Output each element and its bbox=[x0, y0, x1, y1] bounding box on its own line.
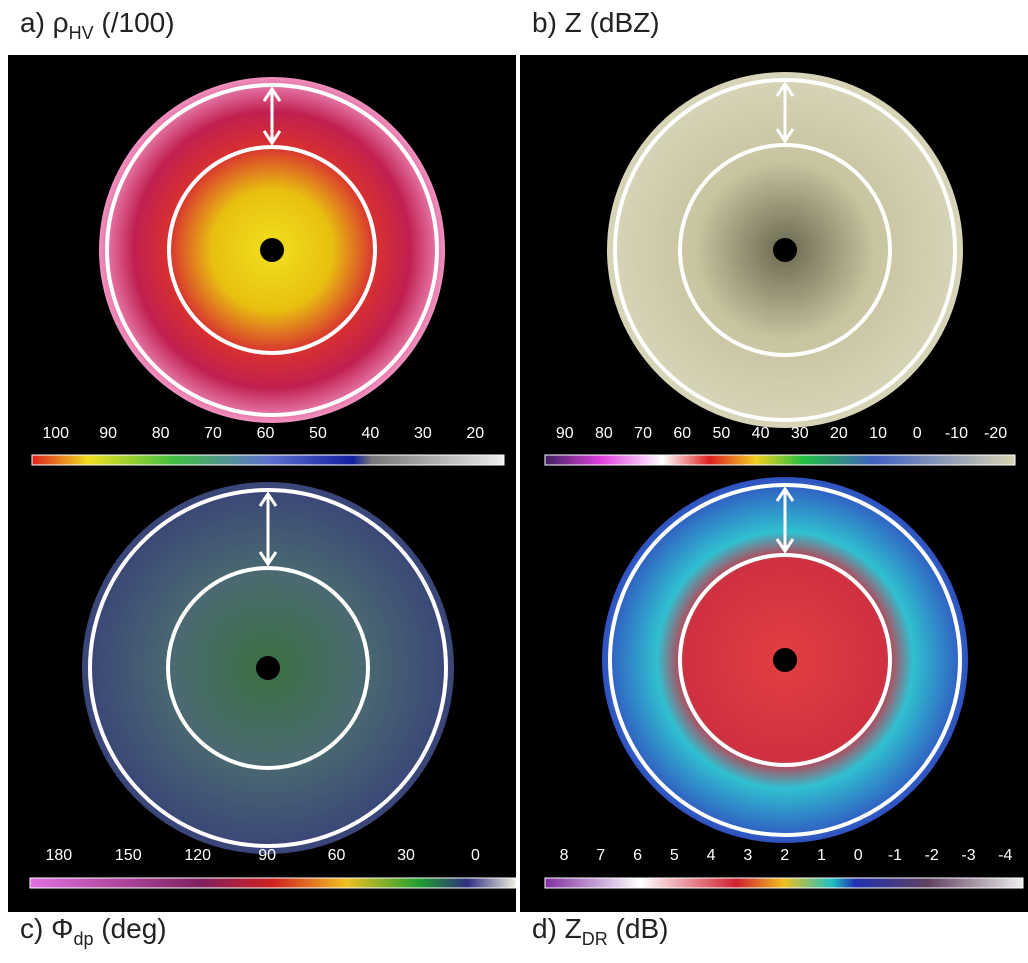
caption-prefix: b) Z (dBZ) bbox=[532, 7, 660, 38]
radar-panel: 90 80 70 60 50 40 30 20 10 0 -10 -20 b) Z (dBZ) bbox=[520, 7, 1028, 495]
colorbar-tick-label: 3 bbox=[743, 847, 752, 864]
radar-site bbox=[256, 656, 280, 680]
colorbar-tick-label: 40 bbox=[752, 425, 770, 442]
colorbar-tick-label: 70 bbox=[204, 425, 222, 442]
colorbar-tick-label: 5 bbox=[670, 847, 679, 864]
colorbar-tick-label: 40 bbox=[362, 425, 380, 442]
colorbar bbox=[545, 455, 1015, 465]
colorbar-tick-label: 30 bbox=[397, 847, 415, 864]
panel-caption: b) Z (dBZ) bbox=[532, 7, 660, 38]
caption-sub: HV bbox=[69, 23, 94, 43]
colorbar-tick-label: 100 bbox=[42, 425, 69, 442]
colorbar-tick-label: 0 bbox=[471, 847, 480, 864]
colorbar-tick-label: -3 bbox=[961, 847, 975, 864]
caption-suffix: (dB) bbox=[608, 913, 669, 944]
colorbar-tick-label: 90 bbox=[556, 425, 574, 442]
caption-prefix: c) Φ bbox=[20, 913, 73, 944]
radar-panel: 100 90 80 70 60 50 40 30 20 a) ρHV (/100) bbox=[8, 7, 516, 495]
radar-site bbox=[773, 238, 797, 262]
colorbar bbox=[30, 878, 516, 888]
caption-prefix: d) Z bbox=[532, 913, 582, 944]
caption-sub: dp bbox=[73, 929, 93, 949]
colorbar-tick-label: 90 bbox=[258, 847, 276, 864]
caption-sub: DR bbox=[582, 929, 608, 949]
colorbar-tick-label: 1 bbox=[817, 847, 826, 864]
colorbar-tick-label: 30 bbox=[791, 425, 809, 442]
colorbar-tick-label: 20 bbox=[830, 425, 848, 442]
colorbar-tick-label: -4 bbox=[998, 847, 1012, 864]
colorbar bbox=[32, 455, 504, 465]
colorbar-tick-label: 0 bbox=[854, 847, 863, 864]
radar-site bbox=[773, 648, 797, 672]
colorbar-tick-label: -2 bbox=[925, 847, 939, 864]
colorbar-tick-label: -10 bbox=[945, 425, 968, 442]
panel-caption: d) ZDR (dB) bbox=[532, 913, 668, 949]
colorbar-tick-label: 4 bbox=[707, 847, 716, 864]
colorbar-tick-label: -20 bbox=[984, 425, 1007, 442]
colorbar-tick-label: 60 bbox=[673, 425, 691, 442]
colorbar-tick-label: 120 bbox=[184, 847, 211, 864]
caption-suffix: (deg) bbox=[93, 913, 166, 944]
colorbar-tick-label: 70 bbox=[634, 425, 652, 442]
radar-panel: 180 150 120 90 60 30 0 c) Φdp (deg) bbox=[8, 472, 516, 949]
colorbar-tick-label: 80 bbox=[595, 425, 613, 442]
panel-caption: c) Φdp (deg) bbox=[20, 913, 167, 949]
colorbar-tick-label: 8 bbox=[560, 847, 569, 864]
colorbar-tick-label: 10 bbox=[869, 425, 887, 442]
figure: 1009080706050403020a) ρHV (/100)90807060… bbox=[0, 0, 1028, 958]
colorbar-tick-label: 30 bbox=[414, 425, 432, 442]
colorbar-tick-label: 50 bbox=[713, 425, 731, 442]
colorbar-tick-label: 6 bbox=[633, 847, 642, 864]
colorbar-tick-label: 180 bbox=[45, 847, 72, 864]
colorbar-tick-label: 2 bbox=[780, 847, 789, 864]
colorbar-tick-label: 7 bbox=[596, 847, 605, 864]
colorbar-tick-label: 90 bbox=[99, 425, 117, 442]
colorbar bbox=[545, 878, 1023, 888]
panel-caption: a) ρHV (/100) bbox=[20, 7, 175, 43]
colorbar-tick-label: 50 bbox=[309, 425, 327, 442]
colorbar-tick-label: 60 bbox=[328, 847, 346, 864]
colorbar-tick-label: -1 bbox=[888, 847, 902, 864]
colorbar-tick-label: 150 bbox=[115, 847, 142, 864]
caption-suffix: (/100) bbox=[94, 7, 175, 38]
radar-site bbox=[260, 238, 284, 262]
radar-panel: 8 7 6 5 4 3 2 1 0 -1 -2 -3 -4 d) ZDR (dB) bbox=[520, 472, 1028, 949]
colorbar-tick-label: 20 bbox=[466, 425, 484, 442]
colorbar-tick-label: 80 bbox=[152, 425, 170, 442]
colorbar-tick-label: 0 bbox=[913, 425, 922, 442]
caption-prefix: a) ρ bbox=[20, 7, 69, 38]
colorbar-tick-label: 60 bbox=[257, 425, 275, 442]
